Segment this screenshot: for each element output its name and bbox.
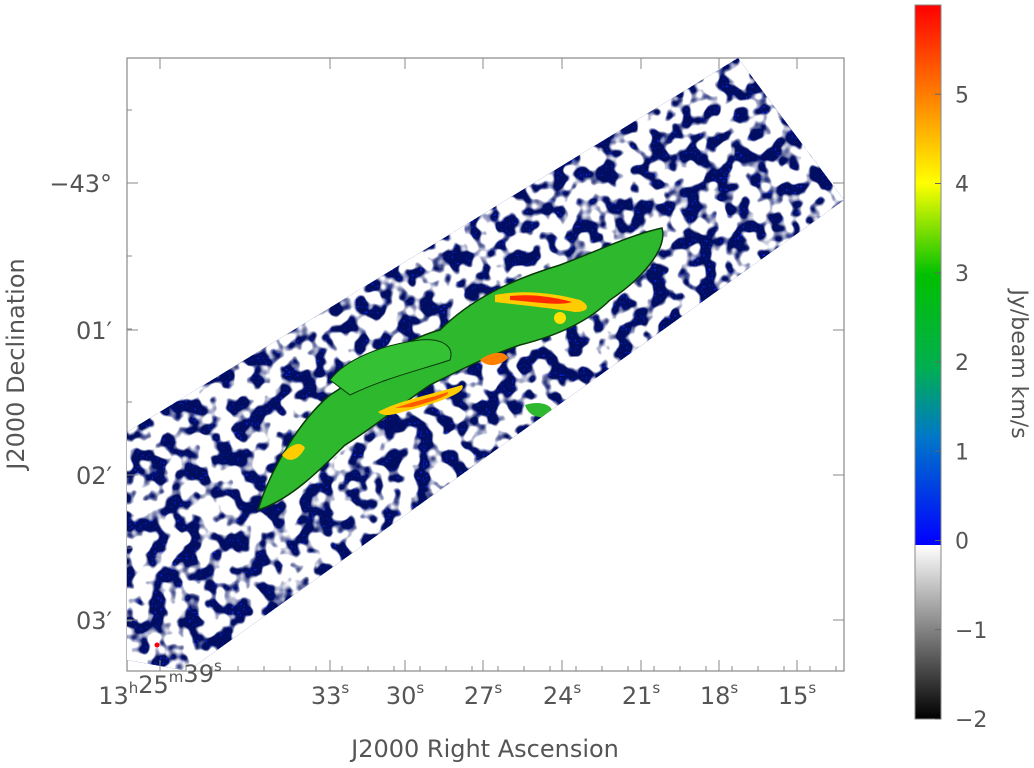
filament-peak-west-core: [510, 295, 572, 304]
y-tick-label: 03′: [76, 607, 112, 635]
y-axis-ticks: −43° 01′ 02′ 03′: [49, 109, 844, 635]
colorbar-label: Jy/beam km/s: [1006, 287, 1031, 438]
colorbar-tick-label: 0: [955, 530, 969, 555]
colorbar-ticks: 5 4 3 2 1 0 −1 −2: [935, 83, 987, 733]
filament-knot-small: [554, 312, 566, 324]
y-axis-label: J2000 Declination: [2, 258, 30, 471]
filament-emission-secondary: [329, 339, 452, 396]
x-tick-label: 18s: [700, 679, 739, 710]
filament-peak-east-core: [395, 392, 449, 408]
y-tick-label: −43°: [49, 170, 112, 198]
colorbar-tick-label: 4: [955, 173, 969, 198]
x-tick-label: 13h25m39s: [98, 657, 222, 710]
colorbar-positive: [915, 5, 941, 545]
x-tick-label: 30s: [386, 679, 425, 710]
filament-peak-south: [282, 444, 305, 460]
beam-marker: [154, 642, 160, 648]
x-tick-label: 33s: [311, 679, 350, 710]
x-axis-ticks: 13h25m39s 33s 30s 27s 24s 21s 18s 15s: [98, 58, 837, 710]
colorbar-tick-label: 5: [955, 83, 969, 108]
emission-patch-east: [525, 403, 553, 418]
x-tick-label: 24s: [543, 679, 582, 710]
colorbar-tick-label: 1: [955, 440, 969, 465]
colorbar-tick-label: −1: [955, 619, 987, 644]
colorbar: 5 4 3 2 1 0 −1 −2 Jy/beam km/s: [914, 4, 1031, 733]
y-tick-label: 02′: [76, 462, 112, 490]
y-tick-label: 01′: [76, 317, 112, 345]
colorbar-tick-label: 3: [955, 262, 969, 287]
x-axis-label: J2000 Right Ascension: [349, 735, 619, 763]
x-tick-label: 21s: [622, 679, 661, 710]
colorbar-negative: [915, 545, 941, 719]
x-tick-label: 27s: [464, 679, 503, 710]
x-tick-label: 15s: [778, 679, 817, 710]
colorbar-tick-label: 2: [955, 351, 969, 376]
filament-peak-knot: [480, 352, 508, 366]
colorbar-tick-label: −2: [955, 708, 987, 733]
